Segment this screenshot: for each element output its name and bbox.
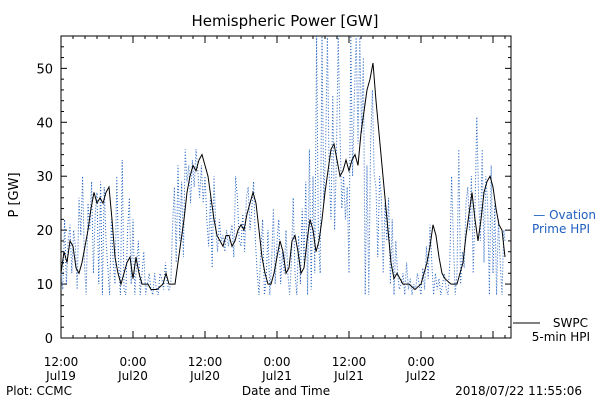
x-tick-label-time-3: 0:00 — [264, 355, 291, 369]
legend-swpc-line1: SWPC — [553, 316, 588, 330]
plot-timestamp: 2018/07/22 11:55:06 — [455, 384, 582, 398]
x-tick-label-date-5: Jul22 — [405, 369, 436, 383]
series-layer — [60, 35, 506, 296]
x-tick-label-time-0: 12:00 — [44, 355, 79, 369]
x-axis-label: Date and Time — [242, 384, 330, 398]
y-axis-label: P [GW] — [7, 172, 22, 217]
x-tick-label-date-0: Jul19 — [45, 369, 76, 383]
legend-swpc: SWPC 5-min HPI — [513, 316, 590, 344]
x-tick-label-date-4: Jul21 — [333, 369, 364, 383]
x-tick-label-time-4: 12:00 — [332, 355, 367, 369]
x-tick-label-date-2: Jul20 — [189, 369, 220, 383]
y-tick-label-1: 10 — [36, 278, 53, 293]
legend-ovation-line1: — Ovation — [533, 208, 596, 222]
series-swpc-line — [60, 62, 506, 291]
series-ovation-prime-line — [60, 35, 506, 296]
x-tick-label-date-3: Jul21 — [261, 369, 292, 383]
y-tick-label-5: 50 — [36, 62, 53, 77]
legend-ovation-line2: Prime HPI — [532, 222, 590, 236]
x-tick-label-time-5: 0:00 — [408, 355, 435, 369]
chart-title: Hemispheric Power [GW] — [192, 12, 379, 30]
x-tick-label-time-1: 0:00 — [120, 355, 147, 369]
legend-swpc-line2: 5-min HPI — [532, 330, 590, 344]
x-tick-label-date-1: Jul20 — [117, 369, 148, 383]
x-axis: 12:00Jul190:00Jul2012:00Jul200:00Jul2112… — [44, 36, 506, 383]
legend-ovation: — Ovation Prime HPI — [532, 208, 596, 236]
y-tick-label-3: 30 — [36, 170, 53, 185]
y-tick-label-0: 0 — [45, 332, 53, 347]
plot-frame — [60, 35, 512, 339]
y-tick-label-2: 20 — [36, 224, 53, 239]
x-tick-label-time-2: 12:00 — [188, 355, 223, 369]
plot-credit: Plot: CCMC — [6, 384, 72, 398]
y-tick-label-4: 40 — [36, 116, 53, 131]
y-axis: 0 10 20 30 40 50 — [36, 35, 511, 347]
